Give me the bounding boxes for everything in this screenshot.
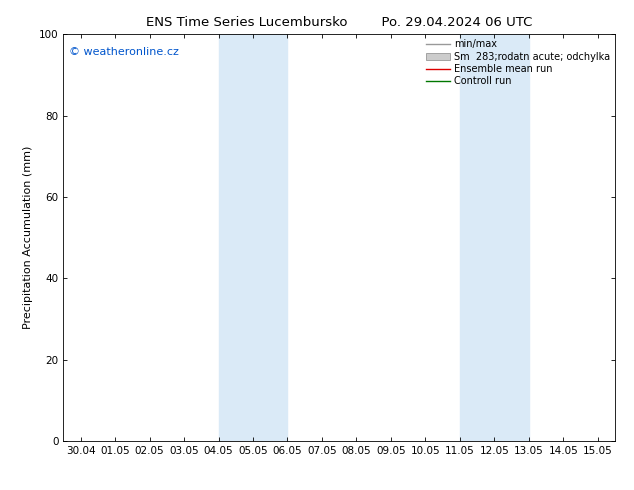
Bar bbox=[460, 34, 529, 441]
Y-axis label: Precipitation Accumulation (mm): Precipitation Accumulation (mm) bbox=[23, 146, 34, 329]
Legend: min/max, Sm  283;rodatn acute; odchylka, Ensemble mean run, Controll run: min/max, Sm 283;rodatn acute; odchylka, … bbox=[424, 37, 612, 88]
Bar bbox=[219, 34, 287, 441]
Text: © weatheronline.cz: © weatheronline.cz bbox=[69, 47, 179, 56]
Title: ENS Time Series Lucembursko        Po. 29.04.2024 06 UTC: ENS Time Series Lucembursko Po. 29.04.20… bbox=[146, 16, 533, 29]
